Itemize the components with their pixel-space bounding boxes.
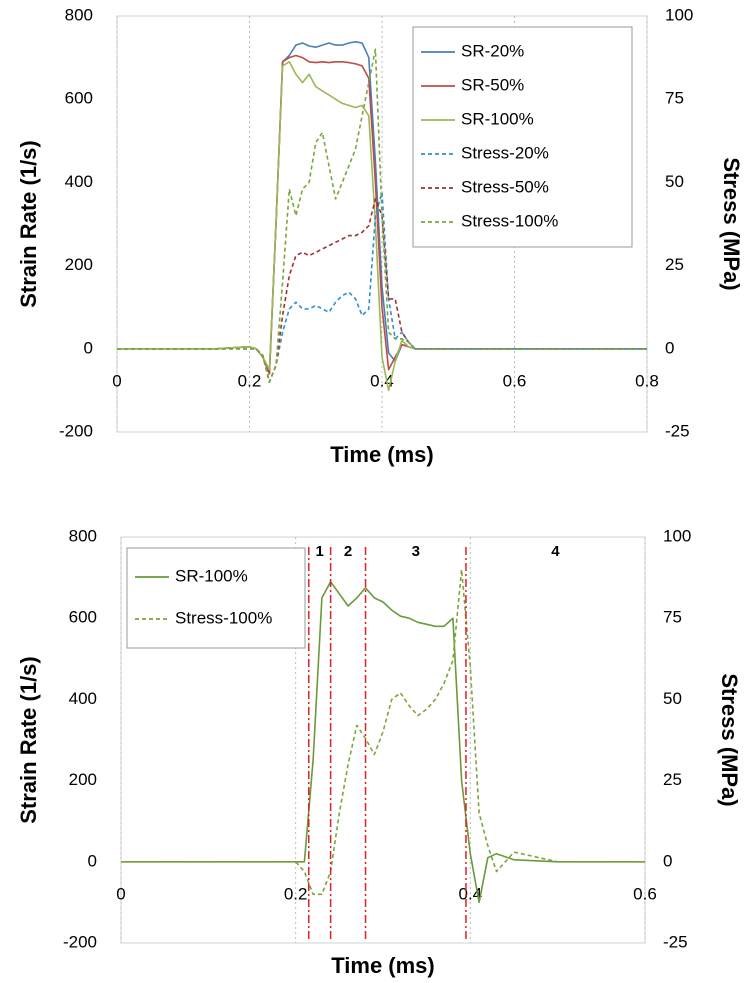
legend-label: Stress-100% xyxy=(461,211,558,230)
y-tick-label: 800 xyxy=(69,526,97,545)
y2-tick-label: 50 xyxy=(665,172,684,191)
series-line xyxy=(117,48,647,383)
series-line xyxy=(121,580,645,904)
region-label: 4 xyxy=(551,543,560,560)
y-tick-label: 0 xyxy=(84,338,93,357)
x-tick-label: 0.6 xyxy=(633,884,657,903)
y-tick-label: 400 xyxy=(65,172,93,191)
y2-tick-label: 25 xyxy=(665,255,684,274)
y-axis-title: Strain Rate (1/s) xyxy=(16,656,41,824)
region-label: 1 xyxy=(316,543,324,560)
legend-label: SR-100% xyxy=(175,566,248,585)
legend-label: Stress-50% xyxy=(461,177,549,196)
legend-box xyxy=(412,26,633,248)
x-tick-label: 0.2 xyxy=(238,371,262,390)
y-tick-label: -200 xyxy=(59,421,93,440)
legend-label: SR-100% xyxy=(461,109,534,128)
legend-label: SR-50% xyxy=(461,75,524,94)
y2-tick-label: 25 xyxy=(663,770,682,789)
x-axis-title: Time (ms) xyxy=(331,953,435,978)
y2-tick-label: 0 xyxy=(663,851,672,870)
plot-frame xyxy=(120,536,646,944)
legend-label: SR-20% xyxy=(461,41,524,60)
y-tick-label: -200 xyxy=(63,932,97,951)
y2-tick-label: -25 xyxy=(665,421,690,440)
y2-tick-label: 75 xyxy=(663,608,682,627)
series-line xyxy=(117,191,647,383)
y-tick-label: 600 xyxy=(65,89,93,108)
y2-tick-label: 100 xyxy=(665,5,693,24)
y2-axis-title: Stress (MPa) xyxy=(719,157,744,290)
legend-box xyxy=(126,547,306,649)
region-label: 2 xyxy=(344,543,352,560)
y2-axis-title: Stress (MPa) xyxy=(717,673,742,806)
legend-label: Stress-100% xyxy=(175,608,272,627)
x-tick-label: 0.2 xyxy=(284,884,308,903)
series-line xyxy=(121,568,645,896)
legend-label: Stress-20% xyxy=(461,143,549,162)
y-tick-label: 400 xyxy=(69,689,97,708)
y-tick-label: 800 xyxy=(65,5,93,24)
series-line xyxy=(117,61,647,392)
y-tick-label: 0 xyxy=(88,851,97,870)
x-tick-label: 0 xyxy=(112,371,121,390)
y2-tick-label: -25 xyxy=(663,932,688,951)
y-tick-label: 600 xyxy=(69,608,97,627)
y2-tick-label: 100 xyxy=(663,526,691,545)
y-tick-label: 200 xyxy=(69,770,97,789)
region-label: 3 xyxy=(412,543,420,560)
y-axis-title: Strain Rate (1/s) xyxy=(16,140,41,308)
x-tick-label: 0 xyxy=(116,884,125,903)
y2-tick-label: 0 xyxy=(665,338,674,357)
y-tick-label: 200 xyxy=(65,255,93,274)
x-tick-label: 0.8 xyxy=(635,371,659,390)
x-tick-label: 0.6 xyxy=(503,371,527,390)
series-line xyxy=(117,198,647,383)
y2-tick-label: 75 xyxy=(665,89,684,108)
x-axis-title: Time (ms) xyxy=(330,442,434,467)
y2-tick-label: 50 xyxy=(663,689,682,708)
